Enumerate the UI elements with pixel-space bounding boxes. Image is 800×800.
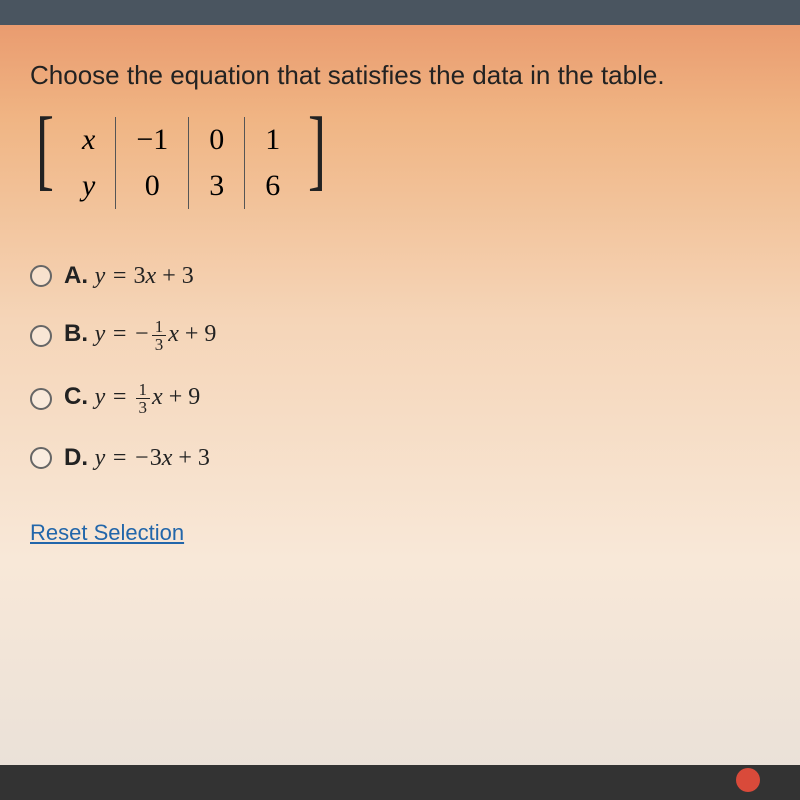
letter: C. <box>64 383 88 410</box>
eq-var: x <box>152 384 163 410</box>
eq-tail: + 9 <box>163 384 201 410</box>
radio-icon <box>30 447 52 469</box>
radio-icon <box>30 325 52 347</box>
bottom-bar <box>0 765 800 800</box>
eq-tail: + 9 <box>179 321 217 347</box>
frac-num: 1 <box>136 381 151 399</box>
option-a[interactable]: A. y = 3x + 3 <box>30 262 770 290</box>
brand-dot-icon <box>736 768 760 792</box>
eq-coef: 3 <box>134 263 146 289</box>
frac-den: 3 <box>136 399 151 416</box>
option-label: B. y = −13x + 9 <box>64 318 216 353</box>
data-table: x −1 0 1 y 0 3 6 <box>62 117 300 209</box>
option-label: A. y = 3x + 3 <box>64 262 194 290</box>
eq-prefix: y = − <box>95 321 150 347</box>
table-row: y 0 3 6 <box>62 163 300 209</box>
option-b[interactable]: B. y = −13x + 9 <box>30 318 770 353</box>
data-table-wrap: [ x −1 0 1 y 0 3 6 ] <box>30 109 770 217</box>
fraction: 13 <box>136 381 151 416</box>
cell: −1 <box>116 117 189 163</box>
cell: x <box>62 117 116 163</box>
cell: 1 <box>245 117 301 163</box>
option-label: D. y = −3x + 3 <box>64 444 210 472</box>
reset-selection-link[interactable]: Reset Selection <box>30 520 184 546</box>
eq-coef: 3 <box>150 445 162 471</box>
option-label: C. y = 13x + 9 <box>64 381 200 416</box>
table-row: x −1 0 1 <box>62 117 300 163</box>
options-group: A. y = 3x + 3 B. y = −13x + 9 C. y = 13x… <box>30 262 770 472</box>
radio-icon <box>30 388 52 410</box>
option-d[interactable]: D. y = −3x + 3 <box>30 444 770 472</box>
cell: 3 <box>189 163 245 209</box>
letter: A. <box>64 262 88 289</box>
right-bracket: ] <box>308 109 326 217</box>
cell: y <box>62 163 116 209</box>
letter: B. <box>64 320 88 347</box>
cell: 0 <box>116 163 189 209</box>
letter: D. <box>64 444 88 471</box>
eq-var: x <box>162 445 173 471</box>
option-c[interactable]: C. y = 13x + 9 <box>30 381 770 416</box>
frac-den: 3 <box>152 336 167 353</box>
radio-icon <box>30 265 52 287</box>
eq-prefix: y = <box>95 263 134 289</box>
eq-prefix: y = <box>95 384 134 410</box>
frac-num: 1 <box>152 318 167 336</box>
question-text: Choose the equation that satisfies the d… <box>30 60 770 91</box>
top-bar <box>0 0 800 25</box>
eq-tail: + 3 <box>156 263 194 289</box>
eq-var: x <box>146 263 157 289</box>
cell: 6 <box>245 163 301 209</box>
fraction: 13 <box>152 318 167 353</box>
eq-var: x <box>168 321 179 347</box>
cell: 0 <box>189 117 245 163</box>
eq-prefix: y = − <box>95 445 150 471</box>
eq-tail: + 3 <box>172 445 210 471</box>
left-bracket: [ <box>36 109 54 217</box>
